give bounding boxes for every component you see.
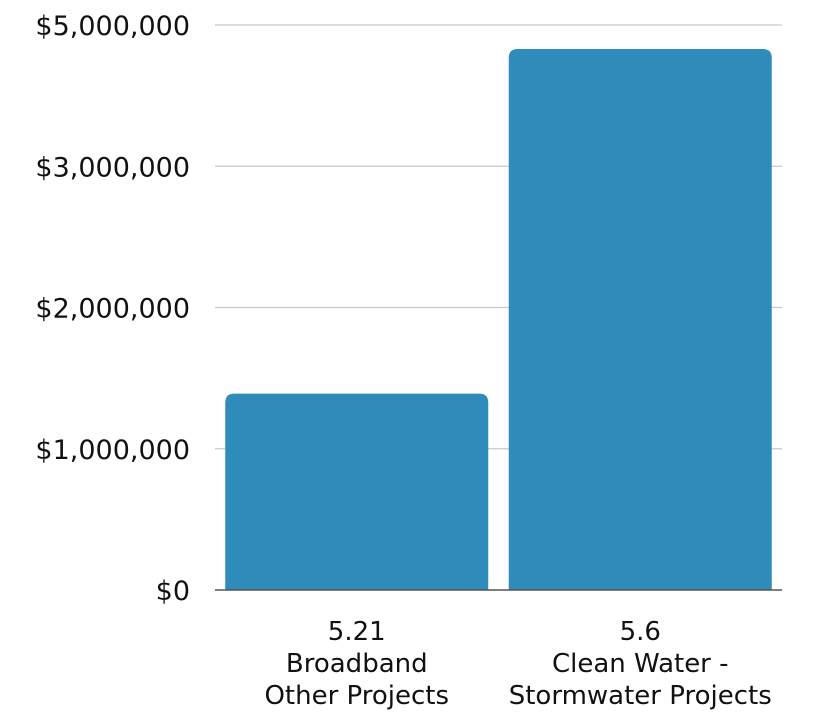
bars [225,49,772,590]
category-name-label: Other Projects [264,681,449,711]
category-code-label: 5.21 [328,617,386,647]
y-tick-label: $2,000,000 [35,294,190,325]
category-name-label: Broadband [286,649,428,679]
bar [508,49,772,590]
y-axis-tick-labels: $0 $1,000,000 $2,000,000 $3,000,000 $5,000,0… [35,11,190,607]
category-name-label: Clean Water - [552,649,729,679]
y-tick-label: $0 [156,576,190,607]
y-tick-label: $1,000,000 [35,435,190,466]
category-code-label: 5.6 [620,617,661,647]
bar [225,393,489,590]
y-tick-label: $3,000,000 [35,152,190,183]
y-tick-label: $5,000,000 [35,11,190,42]
category-name-label: Stormwater Projects [509,681,772,711]
